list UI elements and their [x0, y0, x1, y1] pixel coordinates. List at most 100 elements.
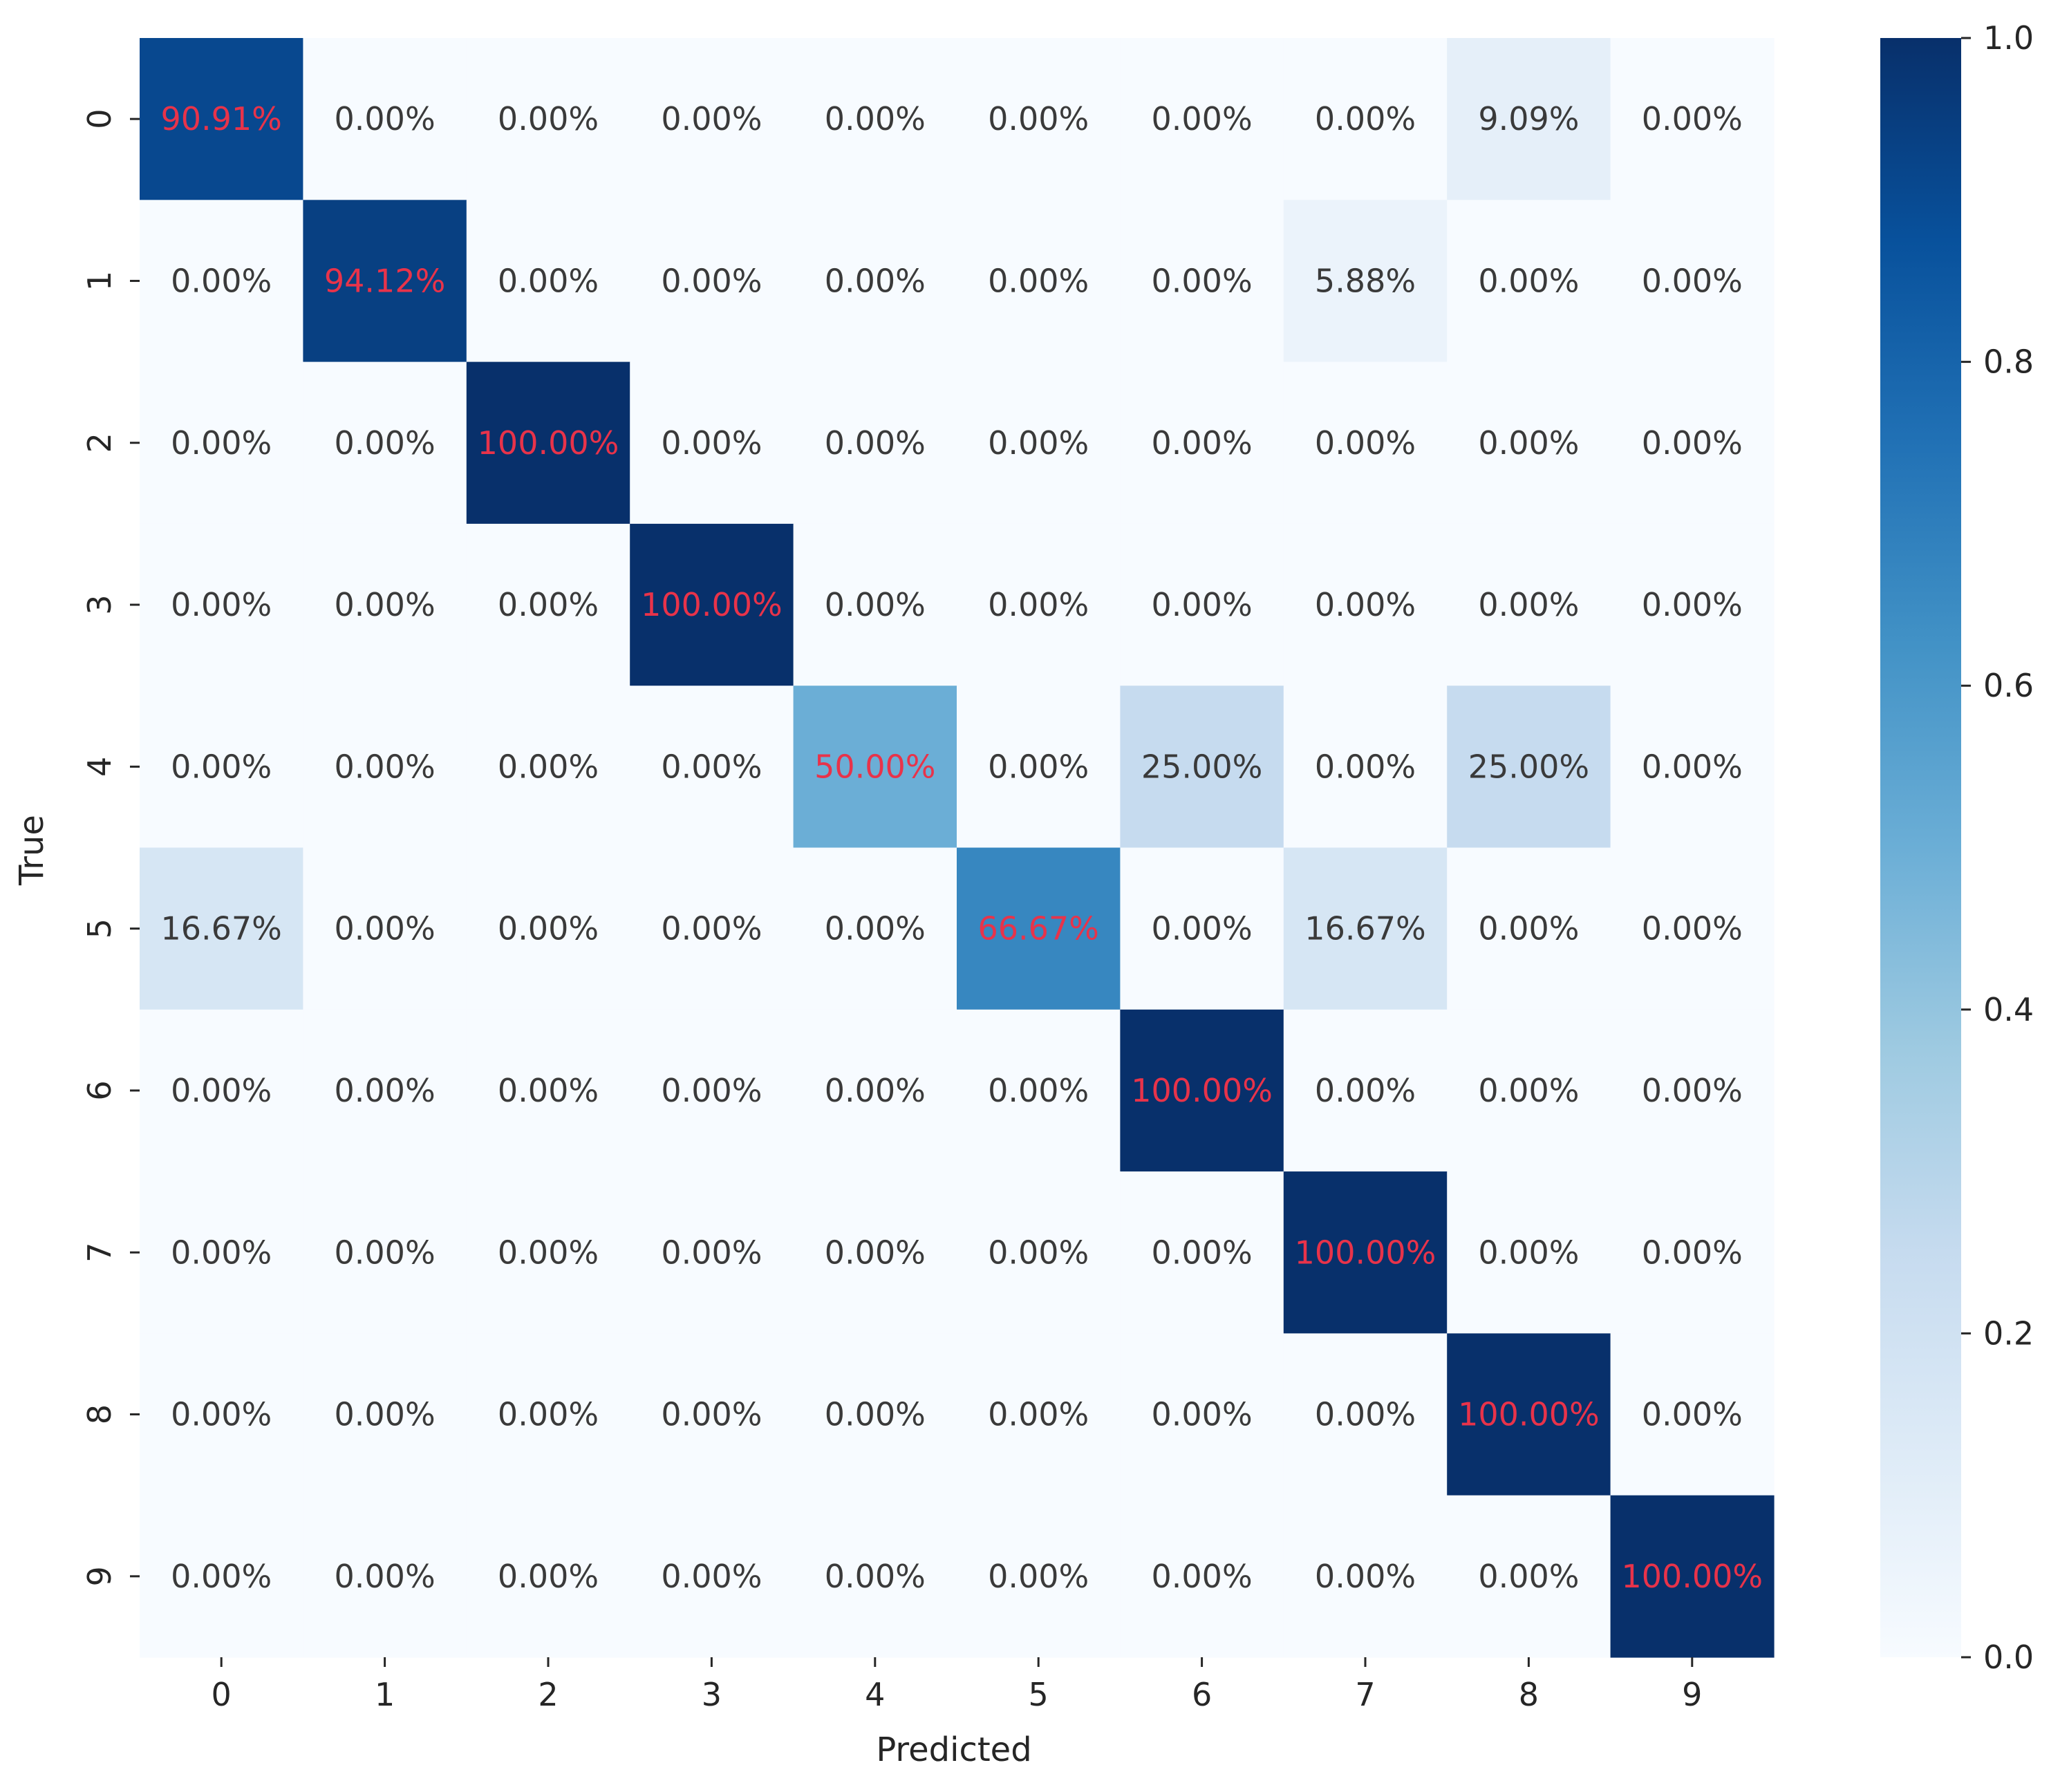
- cell-annotation: 0.00%: [171, 1396, 272, 1433]
- cell-annotation: 100.00%: [1621, 1558, 1763, 1595]
- cell-annotation: 0.00%: [825, 586, 926, 623]
- colorbar-tick-label: 0.4: [1983, 991, 2034, 1028]
- cell-annotation: 0.00%: [498, 1396, 599, 1433]
- heatmap-cell: [466, 361, 630, 525]
- heatmap-cell: [793, 200, 957, 363]
- y-tick-label: 2: [81, 433, 118, 453]
- heatmap-cell: [466, 523, 630, 686]
- heatmap-cell: [630, 523, 794, 686]
- heatmap-cell: [1610, 686, 1775, 849]
- cell-annotation: 0.00%: [171, 586, 272, 623]
- heatmap-cell: [1120, 361, 1284, 525]
- cell-annotation: 0.00%: [335, 100, 436, 138]
- heatmap-cell: [1610, 361, 1775, 525]
- cell-annotation: 0.00%: [498, 586, 599, 623]
- cell-annotation: 0.00%: [171, 748, 272, 785]
- cell-annotation: 0.00%: [171, 424, 272, 462]
- cell-annotation: 0.00%: [1478, 910, 1579, 947]
- heatmap-cell: [1283, 200, 1448, 363]
- heatmap-cell: [140, 200, 303, 363]
- cell-annotation: 0.00%: [1642, 100, 1743, 138]
- cell-annotation: 0.00%: [171, 1558, 272, 1595]
- cell-annotation: 0.00%: [335, 1396, 436, 1433]
- cell-annotation: 0.00%: [1478, 262, 1579, 299]
- heatmap-cell: [1447, 847, 1611, 1010]
- heatmap-cell: [793, 523, 957, 686]
- y-tick-label: 9: [81, 1566, 118, 1586]
- heatmap-cell: [1120, 686, 1284, 849]
- x-tick-label: 9: [1682, 1676, 1702, 1713]
- heatmap-cell: [1283, 361, 1448, 525]
- cell-annotation: 100.00%: [641, 586, 783, 623]
- heatmap-cell: [1283, 847, 1448, 1010]
- heatmap-cell: [957, 200, 1121, 363]
- heatmap-cell: [1610, 523, 1775, 686]
- cell-annotation: 25.00%: [1468, 748, 1589, 785]
- heatmap-cell: [957, 361, 1121, 525]
- x-tick-label: 6: [1192, 1676, 1212, 1713]
- cell-annotation: 0.00%: [1642, 748, 1743, 785]
- colorbar-gradient: [1880, 38, 1961, 1657]
- y-tick-label: 0: [81, 109, 118, 129]
- heatmap-cell: [630, 200, 794, 363]
- heatmap-cell: [140, 1333, 303, 1496]
- x-tick-label: 0: [212, 1676, 232, 1713]
- heatmap-cell: [1610, 847, 1775, 1010]
- cell-annotation: 100.00%: [1131, 1072, 1273, 1109]
- cell-annotation: 0.00%: [1152, 1396, 1253, 1433]
- heatmap-cell: [1283, 38, 1448, 200]
- cell-annotation: 0.00%: [1152, 910, 1253, 947]
- cell-annotation: 0.00%: [1478, 1234, 1579, 1271]
- cell-annotation: 0.00%: [1152, 586, 1253, 623]
- heatmap-cells: [140, 38, 1775, 1658]
- heatmap-cell: [303, 523, 467, 686]
- cell-annotation: 0.00%: [825, 1558, 926, 1595]
- heatmap-cell: [466, 1009, 630, 1172]
- heatmap-cell: [1447, 1171, 1611, 1334]
- heatmap-cell: [1447, 1495, 1611, 1658]
- cell-annotation: 0.00%: [1315, 100, 1416, 138]
- cell-annotation: 0.00%: [661, 748, 762, 785]
- cell-annotation: 0.00%: [335, 1558, 436, 1595]
- cell-annotation: 16.67%: [160, 910, 281, 947]
- cell-annotations: 90.91% 0.00% 0.00% 0.00% 0.00% 0.00% 0.00% 0.00…: [160, 100, 1763, 1595]
- cell-annotation: 0.00%: [335, 586, 436, 623]
- heatmap-cell: [1447, 686, 1611, 849]
- heatmap-cell: [466, 686, 630, 849]
- cell-annotation: 0.00%: [825, 262, 926, 299]
- cell-annotation: 16.67%: [1304, 910, 1425, 947]
- heatmap-cell: [466, 200, 630, 363]
- y-tick-label: 5: [81, 918, 118, 939]
- heatmap-cell: [957, 847, 1121, 1010]
- heatmap-cell: [957, 1009, 1121, 1172]
- cell-annotation: 90.91%: [160, 100, 281, 138]
- heatmap-cell: [1447, 1333, 1611, 1496]
- cell-annotation: 0.00%: [825, 424, 926, 462]
- heatmap-cell: [957, 38, 1121, 200]
- heatmap-cell: [957, 686, 1121, 849]
- cell-annotation: 0.00%: [1642, 262, 1743, 299]
- heatmap-cell: [303, 200, 467, 363]
- heatmap-cell: [630, 1333, 794, 1496]
- cell-annotation: 0.00%: [988, 262, 1089, 299]
- heatmap-cell: [466, 1333, 630, 1496]
- cell-annotation: 0.00%: [988, 586, 1089, 623]
- cell-annotation: 100.00%: [1295, 1234, 1436, 1271]
- cell-annotation: 0.00%: [498, 1558, 599, 1595]
- heatmap-cell: [793, 361, 957, 525]
- cell-annotation: 0.00%: [1478, 1072, 1579, 1109]
- heatmap-cell: [303, 1171, 467, 1334]
- colorbar-tick-label: 0.8: [1983, 343, 2034, 381]
- heatmap-cell: [466, 1495, 630, 1658]
- y-tick-label: 8: [81, 1404, 118, 1424]
- cell-annotation: 0.00%: [1152, 1558, 1253, 1595]
- cell-annotation: 0.00%: [988, 424, 1089, 462]
- heatmap-cell: [630, 1495, 794, 1658]
- cell-annotation: 0.00%: [1315, 424, 1416, 462]
- heatmap-cell: [1120, 1333, 1284, 1496]
- cell-annotation: 0.00%: [171, 262, 272, 299]
- cell-annotation: 0.00%: [1478, 1558, 1579, 1595]
- heatmap-cell: [630, 1009, 794, 1172]
- heatmap-cell: [1120, 1009, 1284, 1172]
